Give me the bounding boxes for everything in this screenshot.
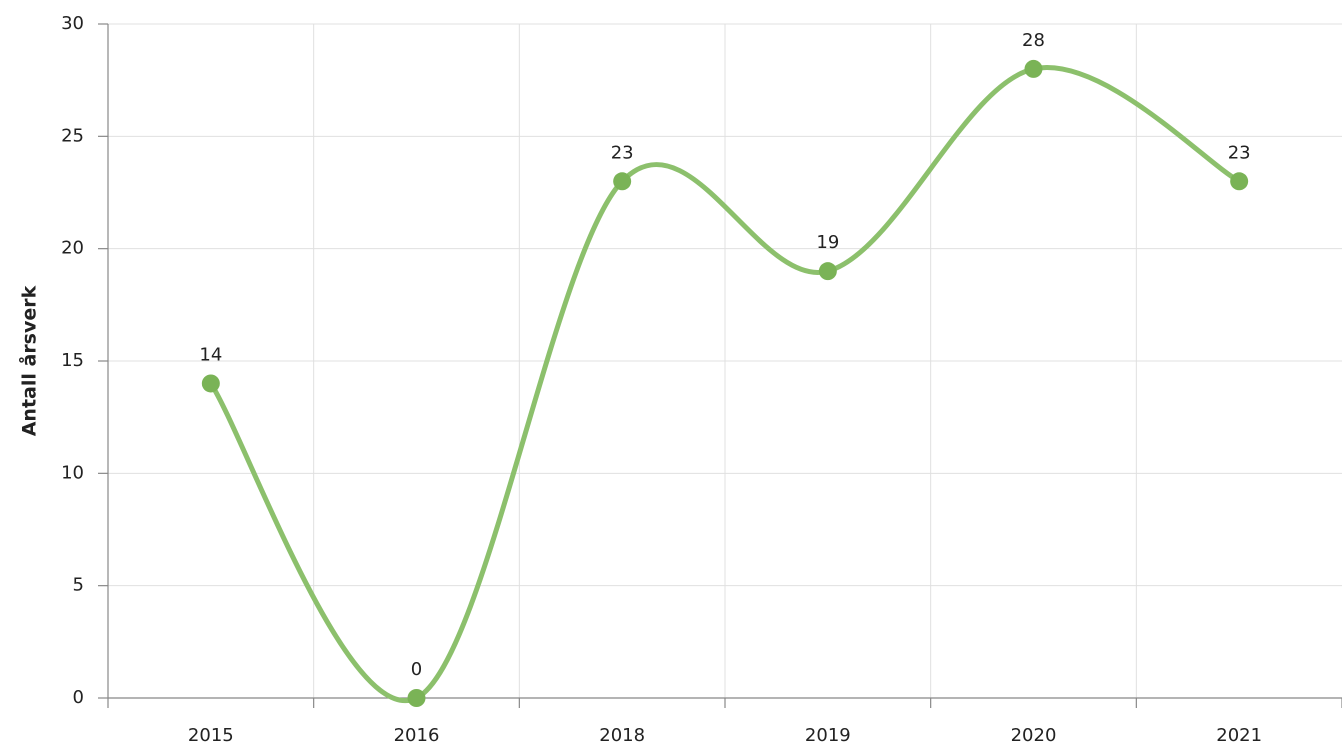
y-tick-label: 10 xyxy=(61,462,84,483)
data-label: 14 xyxy=(199,344,222,365)
data-label: 28 xyxy=(1022,30,1045,51)
point xyxy=(1230,172,1249,191)
data-label: 0 xyxy=(411,659,422,680)
y-axis-label: Antall årsverk xyxy=(17,285,41,436)
point xyxy=(1024,59,1043,78)
point xyxy=(201,374,220,393)
y-tick-label: 15 xyxy=(61,350,84,371)
x-tick-label: 2021 xyxy=(1216,725,1262,746)
y-tick-label: 0 xyxy=(73,687,84,708)
y-tick-label: 20 xyxy=(61,238,84,259)
y-tick-label: 5 xyxy=(73,575,84,596)
point xyxy=(407,689,426,707)
x-tick-label: 2019 xyxy=(805,725,851,746)
x-tick-label: 2018 xyxy=(599,725,645,746)
data-label: 19 xyxy=(816,232,839,253)
x-tick-label: 2015 xyxy=(188,725,234,746)
data-label: 23 xyxy=(1228,142,1251,163)
y-tick-label: 25 xyxy=(61,125,84,146)
y-tick-label: 30 xyxy=(61,13,84,34)
data-label: 23 xyxy=(611,142,634,163)
point xyxy=(613,172,632,191)
x-tick-label: 2016 xyxy=(394,725,440,746)
x-tick-label: 2020 xyxy=(1011,725,1057,746)
point xyxy=(818,262,837,281)
